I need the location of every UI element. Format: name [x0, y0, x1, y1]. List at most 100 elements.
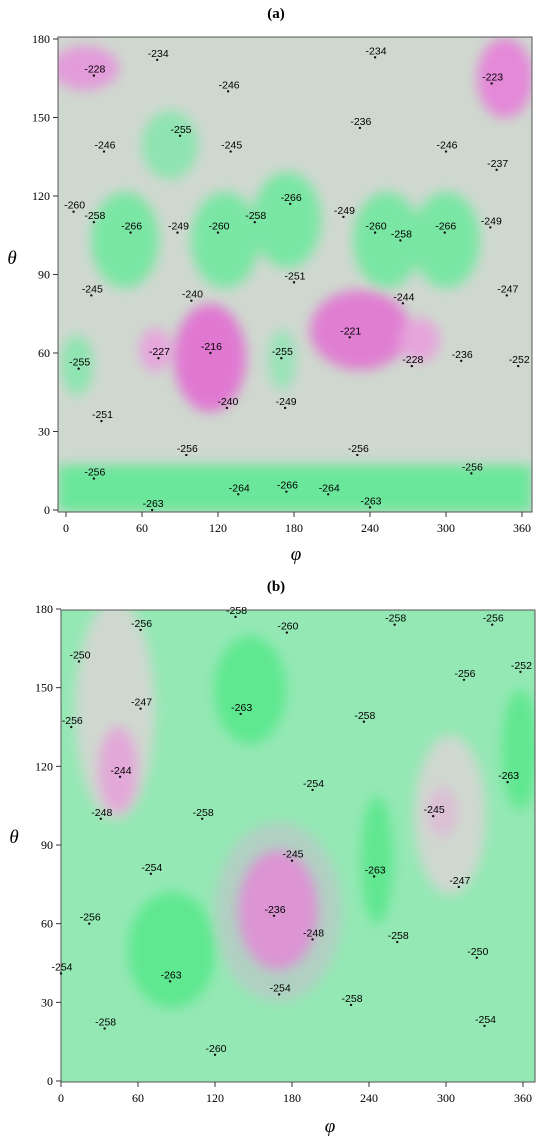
panel-a-basin — [142, 111, 198, 179]
panel-b-ytick-label: 180 — [35, 602, 53, 616]
panel-a-energy-label: -263 — [360, 495, 381, 507]
panel-b-stationary-point — [506, 780, 509, 784]
panel-a-energy-label: -237 — [487, 158, 508, 170]
panel-a-ytick-label: 0 — [44, 503, 50, 517]
panel-a-stationary-point — [283, 406, 287, 410]
panel-a-basin — [412, 192, 480, 288]
panel-a-basin — [253, 172, 321, 268]
panel-b-frame — [60, 609, 536, 1083]
panel-a-energy-label: -221 — [340, 325, 361, 337]
panel-b-energy-label: -258 — [388, 930, 409, 942]
panel-a-energy-label: -266 — [277, 480, 298, 492]
panel-b-energy-label: -258 — [354, 710, 375, 722]
panel-a-energy-label: -245 — [82, 283, 103, 295]
panel-a-energy-label: -240 — [217, 396, 238, 408]
panel-a-energy-label: -255 — [170, 124, 191, 136]
panel-b-stationary-point — [285, 631, 289, 634]
panel-a-stationary-point — [505, 294, 508, 297]
panel-a-stationary-point — [443, 231, 446, 234]
panel-b-stationary-point — [272, 914, 276, 917]
panel-b-energy-label: -260 — [277, 621, 298, 633]
panel-b-xtick-label: 180 — [283, 1091, 301, 1105]
panel-b-color-field — [75, 610, 535, 1008]
panel-b-energy-label: -258 — [226, 605, 247, 617]
panel-b-energy-label: -263 — [365, 864, 386, 876]
panel-a-energy-label: -251 — [92, 409, 113, 421]
panel-b-basin — [361, 796, 393, 924]
panel-a-stationary-point — [348, 336, 351, 339]
panel-a-xlabel: φ — [291, 544, 302, 565]
panel-a-ytick-label: 180 — [32, 32, 50, 46]
panel-b-axes: 0 60 120 180 240 300 360 0 30 60 90 120 150 180 — [35, 602, 532, 1105]
panel-a-xtick-label: 120 — [209, 521, 227, 535]
panel-a-stationary-point — [292, 281, 296, 284]
panel-b-energy-label: -258 — [385, 613, 406, 625]
panel-a-xtick-label: 300 — [437, 521, 455, 535]
panel-a-stationary-point — [226, 90, 230, 93]
panel-a-ytick-label: 90 — [38, 268, 50, 282]
panel-b-stationary-point — [372, 875, 376, 878]
panel-a-basin — [268, 330, 296, 390]
panel-b-stationary-point — [483, 1024, 486, 1028]
panel-b-energy-label: -256 — [62, 715, 83, 727]
panel-a-peak — [477, 38, 532, 118]
panel-a-energy-label: -228 — [402, 354, 423, 366]
panel-b-stationary-point — [290, 859, 294, 862]
panel-a-heatmap — [58, 37, 532, 512]
panel-a-stationary-point — [157, 357, 160, 360]
panel-a-stationary-point — [489, 226, 492, 229]
panel-b-stationary-point — [88, 922, 91, 925]
panel-b-stationary-point — [457, 885, 461, 889]
panel-a: (a) 0 60 120 180 240 300 360 0 30 — [7, 6, 533, 565]
panel-a-stationary-point — [285, 490, 288, 493]
panel-b-energy-label: -256 — [80, 912, 101, 924]
panel-b-stationary-point — [431, 814, 435, 818]
panel-b-stationary-point — [277, 993, 281, 996]
panel-b-xtick-label: 60 — [132, 1091, 144, 1105]
panel-a-stationary-point — [327, 493, 330, 496]
panel-a-energy-label: -256 — [177, 443, 198, 455]
panel-a-xtick-label: 360 — [513, 521, 531, 535]
panel-b-energy-label: -256 — [483, 613, 504, 625]
panel-a-energy-label: -236 — [452, 349, 473, 361]
panel-a-xtick-label: 0 — [63, 521, 69, 535]
panel-a-stationary-point — [356, 453, 359, 457]
panel-a-energy-label: -249 — [168, 221, 189, 233]
panel-b: (b) 0 60 120 180 240 300 360 0 30 60 90 120 150 180 φ… — [9, 579, 536, 1137]
panel-a-stationary-point — [156, 58, 159, 62]
panel-b-stationary-point — [59, 972, 63, 975]
panel-a-stationary-point — [358, 126, 362, 130]
panel-b-energy-label: -258 — [342, 993, 363, 1005]
panel-a-stationary-point — [470, 472, 473, 475]
panel-a-stationary-point — [460, 359, 463, 363]
panel-a-stationary-point — [77, 367, 80, 370]
panel-a-stationary-point — [150, 508, 154, 512]
panel-b-basin — [502, 690, 535, 810]
panel-b-stationary-point — [213, 1053, 217, 1056]
panel-b-stationary-point — [475, 956, 478, 959]
panel-b-ytick-label: 30 — [41, 995, 53, 1009]
panel-b-energy-label: -254 — [270, 982, 291, 994]
panel-a-energy-label: -249 — [276, 396, 297, 408]
panel-b-xlabel: φ — [325, 1116, 336, 1137]
panel-a-stationary-point — [190, 299, 193, 302]
panel-a-peak — [310, 290, 410, 370]
panel-b-energy-label: -254 — [51, 961, 72, 973]
panel-a-peak — [174, 304, 246, 412]
panel-a-bottom-band — [58, 465, 532, 512]
panel-a-label: (a) — [267, 6, 285, 22]
panel-b-energy-label: -254 — [303, 778, 324, 790]
panel-a-basin — [61, 335, 93, 395]
panel-b-energy-label: -247 — [131, 697, 152, 709]
panel-a-stationary-point — [373, 56, 377, 59]
panel-a-energy-label: -246 — [436, 140, 457, 152]
panel-b-energy-label: -263 — [161, 969, 182, 981]
panel-a-energy-label: -249 — [481, 215, 502, 227]
panel-a-stationary-point — [253, 220, 256, 224]
panel-a-energy-label: -260 — [366, 221, 387, 233]
panel-b-label: (b) — [267, 579, 285, 595]
panel-a-basin — [191, 192, 259, 288]
panel-a-basin — [91, 192, 159, 288]
panel-a-energy-label: -263 — [143, 498, 164, 510]
panel-a-energy-label: -246 — [219, 79, 240, 91]
